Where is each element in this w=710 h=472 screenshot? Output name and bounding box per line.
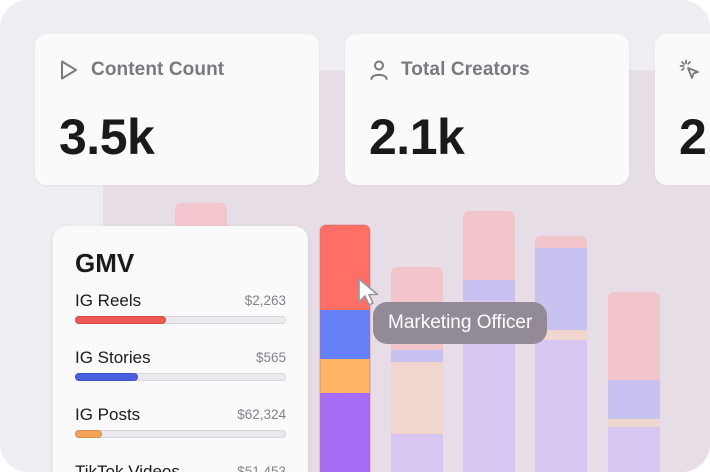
bar-highlighted-stories (320, 310, 370, 359)
stat-card-total-creators: Total Creators 2.1k (345, 34, 629, 185)
stat-label: Total Creators (401, 59, 530, 80)
bar-highlighted-reels (320, 225, 370, 310)
bar-5-stories (608, 380, 660, 419)
bar-5 (608, 292, 660, 472)
gmv-row-value: $565 (255, 350, 286, 365)
gmv-row-value: $62,324 (237, 407, 286, 422)
bar-5-posts (608, 419, 660, 427)
bar-2 (391, 267, 443, 472)
gmv-progress-track (75, 316, 286, 324)
bar-highlighted[interactable] (319, 224, 371, 472)
play-icon (59, 59, 79, 81)
stat-value: 3.5k (59, 109, 155, 165)
bar-2-tiktok (391, 434, 443, 472)
stat-value: 2.1k (369, 109, 465, 165)
bar-5-tiktok (608, 427, 660, 472)
gmv-progress-fill (75, 430, 103, 438)
bar-4-tiktok (535, 340, 587, 472)
bar-3-reels (463, 211, 515, 280)
bar-4-posts (535, 330, 587, 340)
gmv-row-value: $51,453 (237, 464, 286, 472)
stat-card-content-count: Content Count 3.5k (35, 34, 319, 185)
gmv-card: GMV IG Reels $2,263 IG Stories $565 IG Posts… (53, 226, 308, 472)
gmv-row-name: TikTok Videos (75, 462, 180, 472)
gmv-progress-track (75, 373, 286, 381)
stat-value: 2 (679, 109, 707, 165)
bar-5-reels (608, 292, 660, 380)
gmv-row-value: $2,263 (244, 293, 286, 308)
gmv-progress-fill (75, 316, 166, 324)
gmv-row-name: IG Posts (75, 405, 141, 424)
bar-highlighted-posts (320, 359, 370, 393)
bar-3-stories (463, 280, 515, 300)
gmv-progress-fill (75, 373, 139, 381)
tooltip-text: Marketing Officer (388, 312, 533, 333)
gmv-row-name: IG Stories (75, 348, 151, 367)
bar-4-reels (535, 236, 587, 248)
stat-label: Content Count (91, 59, 225, 80)
cursor-arrow-icon (356, 276, 384, 313)
click-icon (679, 59, 701, 81)
gmv-row-name: IG Reels (75, 291, 142, 310)
stat-card-clicks: 2 (655, 34, 710, 185)
user-icon (369, 59, 389, 81)
bar-2-stories (391, 350, 443, 362)
gmv-progress-track (75, 430, 286, 438)
bar-2-posts (391, 362, 443, 434)
bar-tooltip: Marketing Officer (373, 302, 548, 344)
gmv-title: GMV (75, 248, 135, 278)
bar-4 (535, 236, 587, 472)
